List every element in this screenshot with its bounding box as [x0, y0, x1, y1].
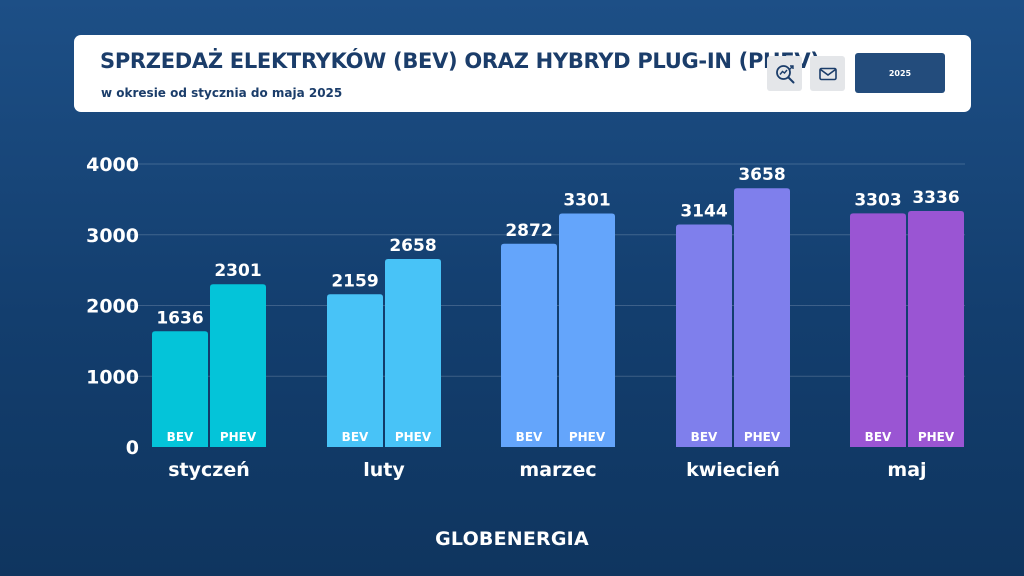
- bar-value-label: 2301: [214, 261, 261, 281]
- bar-value-label: 3301: [563, 190, 610, 210]
- bar-value-label: 2159: [331, 271, 378, 291]
- bar-phev: [908, 210, 964, 447]
- bar-phev: [734, 188, 790, 447]
- x-category-label: luty: [363, 459, 405, 481]
- bar-series-label: BEV: [342, 430, 369, 444]
- mail-button[interactable]: [810, 56, 845, 91]
- bar-value-label: 1636: [156, 308, 203, 328]
- mail-icon: [818, 67, 837, 80]
- bar-series-label: PHEV: [220, 430, 257, 444]
- bar-series-label: BEV: [167, 430, 194, 444]
- x-category-label: maj: [887, 459, 926, 481]
- bar-series-label: PHEV: [918, 430, 955, 444]
- year-button[interactable]: 2025: [855, 53, 945, 93]
- zoom-analytics-button[interactable]: [767, 56, 802, 91]
- bar-value-label: 2658: [389, 236, 436, 256]
- x-category-label: styczeń: [168, 459, 250, 481]
- y-tick-label: 3000: [86, 225, 139, 247]
- bar-bev: [676, 224, 732, 447]
- globenergia-logo: GLOBENERGIA: [435, 528, 589, 550]
- bar-bev: [850, 213, 906, 447]
- chart-subtitle: w okresie od stycznia do maja 2025: [101, 86, 343, 100]
- chart-title: SPRZEDAŻ ELEKTRYKÓW (BEV) ORAZ HYBRYD PL…: [100, 49, 820, 73]
- bar-value-label: 2872: [505, 221, 552, 241]
- bar-value-label: 3303: [854, 190, 901, 210]
- bar-bev: [327, 294, 383, 447]
- bar-value-label: 3336: [912, 188, 959, 208]
- y-tick-label: 4000: [86, 154, 139, 176]
- bar-phev: [559, 213, 615, 447]
- bar-phev: [385, 258, 441, 447]
- bar-value-label: 3144: [680, 202, 727, 222]
- bar-series-label: PHEV: [744, 430, 781, 444]
- bar-series-label: BEV: [865, 430, 892, 444]
- header-card: SPRZEDAŻ ELEKTRYKÓW (BEV) ORAZ HYBRYD PL…: [74, 35, 971, 112]
- bar-series-label: BEV: [691, 430, 718, 444]
- bar-phev: [210, 284, 266, 447]
- y-tick-label: 0: [126, 437, 139, 459]
- zoom-analytics-icon: [775, 64, 794, 83]
- y-tick-label: 1000: [86, 366, 139, 388]
- bar-bev: [501, 243, 557, 447]
- x-category-label: kwiecień: [686, 459, 780, 481]
- bar-value-label: 3658: [738, 165, 785, 185]
- y-tick-label: 2000: [86, 296, 139, 318]
- bar-bev: [152, 331, 208, 447]
- bar-series-label: PHEV: [395, 430, 432, 444]
- bar-series-label: PHEV: [569, 430, 606, 444]
- bar-series-label: BEV: [516, 430, 543, 444]
- x-category-label: marzec: [519, 459, 596, 481]
